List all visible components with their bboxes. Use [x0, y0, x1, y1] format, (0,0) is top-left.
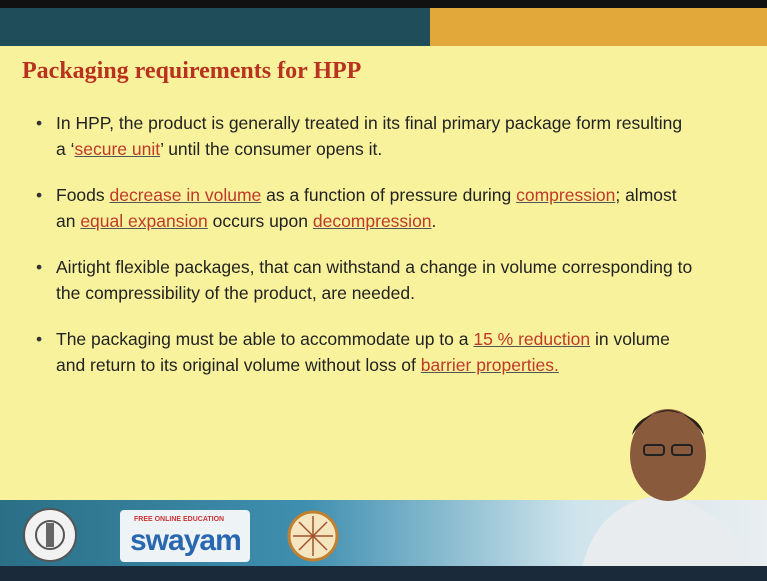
bullet-list: In HPP, the product is generally treated… [30, 110, 696, 398]
text-segment: as a function of pressure during [261, 185, 516, 205]
presenter [560, 385, 767, 581]
bullet: In HPP, the product is generally treated… [56, 110, 696, 162]
slide-frame: Packaging requirements for HPP In HPP, t… [0, 0, 767, 581]
slide-title: Packaging requirements for HPP [22, 58, 361, 85]
text-segment: ’ until the consumer opens it. [160, 139, 382, 159]
text-segment: Foods [56, 185, 110, 205]
text-segment: . [432, 211, 437, 231]
text-segment: The packaging must be able to accommodat… [56, 329, 473, 349]
logo-subtitle: FREE ONLINE EDUCATION [134, 516, 224, 523]
taskbar [0, 566, 767, 581]
logo-text: swayam [130, 524, 241, 558]
text-segment: equal expansion [80, 211, 207, 231]
institute-logo [20, 505, 80, 565]
text-segment: occurs upon [208, 211, 313, 231]
text-segment: decrease in volume [110, 185, 262, 205]
text-segment: secure unit [74, 139, 160, 159]
nptel-logo [285, 508, 341, 564]
text-segment: 15 % reduction [473, 329, 590, 349]
text-segment: Airtight flexible packages, that can wit… [56, 257, 692, 303]
text-segment: compression [516, 185, 615, 205]
text-segment: decompression [313, 211, 432, 231]
text-segment: barrier properties. [421, 355, 559, 375]
bullet: Airtight flexible packages, that can wit… [56, 254, 696, 306]
bullet: The packaging must be able to accommodat… [56, 326, 696, 378]
bullet: Foods decrease in volume as a function o… [56, 182, 696, 234]
top-shade [0, 0, 767, 8]
